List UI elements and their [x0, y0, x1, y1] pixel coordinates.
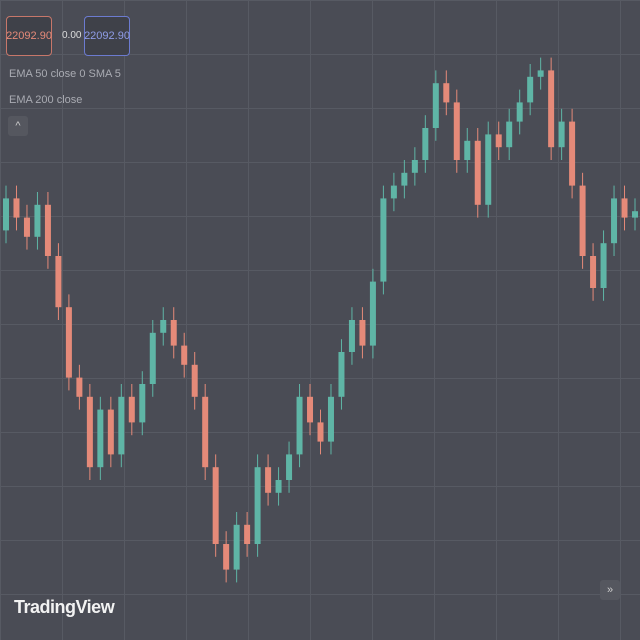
- candle-body: [422, 128, 429, 160]
- candle-body: [275, 480, 282, 493]
- candle-body: [443, 83, 450, 103]
- candle-body: [307, 396, 314, 423]
- candle-body: [558, 121, 565, 148]
- spread: 0.00: [62, 30, 82, 41]
- candle-body: [590, 256, 597, 288]
- candle-body: [223, 544, 230, 570]
- candle-body: [286, 454, 293, 480]
- candle-body: [516, 102, 523, 122]
- candle-body: [600, 243, 607, 288]
- candle-body: [495, 134, 502, 148]
- candle-body: [170, 320, 177, 346]
- candle-body: [537, 70, 544, 77]
- candle-body: [128, 396, 135, 423]
- candle-body: [569, 121, 576, 186]
- candle-body: [3, 198, 9, 231]
- candle-body: [338, 352, 345, 397]
- candle-body: [464, 140, 471, 160]
- candle-body: [411, 160, 418, 173]
- scroll-button[interactable]: »: [600, 580, 620, 600]
- indicator-label[interactable]: EMA 200 close: [9, 94, 83, 106]
- candle-body: [265, 467, 272, 493]
- brand-logo: TradingView: [14, 597, 115, 618]
- indicator-label[interactable]: EMA 50 close 0 SMA 5: [9, 68, 121, 80]
- candle-body: [317, 422, 324, 442]
- candle-body: [506, 121, 513, 148]
- candle-body: [359, 320, 366, 346]
- candle-body: [348, 320, 355, 352]
- sell-button[interactable]: 22092.90: [6, 16, 52, 56]
- candle-body: [13, 198, 20, 218]
- candle-body: [369, 281, 376, 346]
- candle-body: [485, 134, 492, 205]
- candle-body: [327, 396, 334, 442]
- candle-body: [118, 396, 125, 455]
- candle-body: [579, 185, 586, 256]
- candle-body: [632, 211, 638, 218]
- brand-text: TradingView: [14, 597, 115, 617]
- candle-body: [390, 185, 397, 199]
- candle-body: [401, 172, 408, 186]
- candle-body: [527, 76, 534, 103]
- candle-body: [453, 102, 460, 160]
- candle-body: [212, 467, 219, 544]
- candle-body: [191, 364, 198, 397]
- candle-body: [55, 256, 62, 308]
- candle-body: [296, 396, 303, 455]
- candle-body: [44, 204, 51, 256]
- candle-body: [621, 198, 628, 218]
- candle-body: [244, 524, 251, 544]
- collapse-button[interactable]: ^: [8, 116, 28, 136]
- candle-body: [611, 198, 618, 244]
- candle-body: [254, 467, 261, 544]
- candle-body: [65, 307, 72, 378]
- candle-body: [233, 524, 240, 570]
- candle-body: [149, 332, 156, 384]
- candle-body: [474, 140, 481, 205]
- candle-body: [23, 217, 30, 237]
- candle-body: [86, 396, 93, 468]
- buy-button[interactable]: 22092.90: [84, 16, 130, 56]
- candle-body: [432, 83, 439, 128]
- candle-body: [548, 70, 555, 148]
- candle-body: [202, 396, 209, 468]
- candle-body: [34, 204, 41, 237]
- candle-body: [139, 384, 146, 423]
- candle-body: [107, 409, 114, 455]
- candle-body: [181, 345, 188, 365]
- candle-body: [160, 320, 167, 333]
- candle-body: [97, 409, 104, 468]
- candle-body: [380, 198, 387, 282]
- candle-body: [76, 377, 83, 397]
